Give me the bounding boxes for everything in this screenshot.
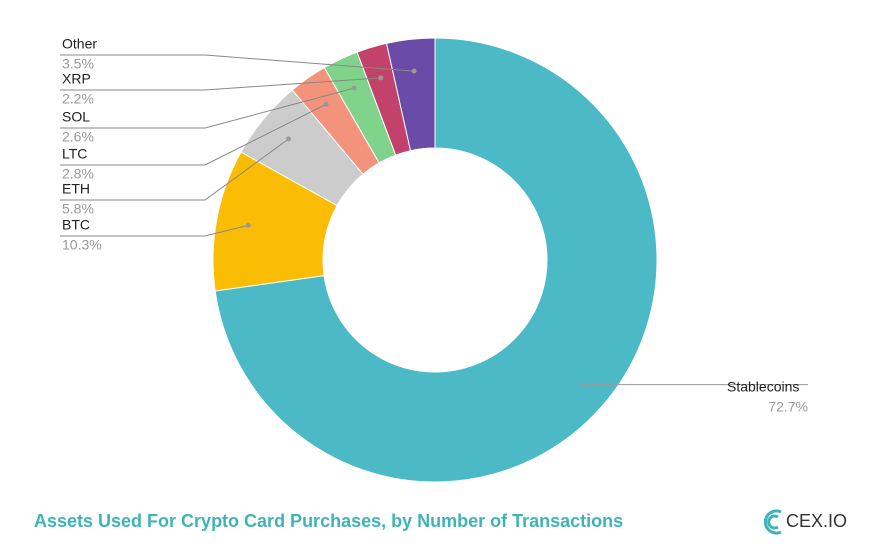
leader-dot [285,136,291,142]
leader-line [60,87,355,129]
slice-value-label: 5.8% [62,201,94,217]
leader-line [60,138,289,201]
leader-line [60,54,415,72]
leader-line [60,224,249,237]
slice-value-label: 72.7% [768,399,808,415]
slice-value-label: 2.2% [62,91,94,107]
slice-label: BTC [62,217,90,233]
leader-dot [378,75,384,81]
slice-value-label: 10.3% [62,237,102,253]
slice-label: XRP [62,71,91,87]
leader-dot [351,85,357,91]
slice-label: Stablecoins [727,379,799,395]
slice-label: LTC [62,146,87,162]
chart-title: Assets Used For Crypto Card Purchases, b… [34,511,623,531]
slice-value-label: 3.5% [62,56,94,72]
slice-label: Other [62,36,97,52]
slice-label: SOL [62,109,90,125]
leader-dot [323,101,329,107]
leader-dot [245,222,251,228]
logo: CEX.IO [786,511,847,531]
slice-label: ETH [62,181,90,197]
leader-line [60,77,381,91]
slice-value-label: 2.8% [62,166,94,182]
slice [214,37,658,483]
slice-value-label: 2.6% [62,129,94,145]
slice [385,37,436,152]
logo-icon [763,509,782,535]
leader-line [60,103,327,166]
leader-dot [411,68,417,74]
